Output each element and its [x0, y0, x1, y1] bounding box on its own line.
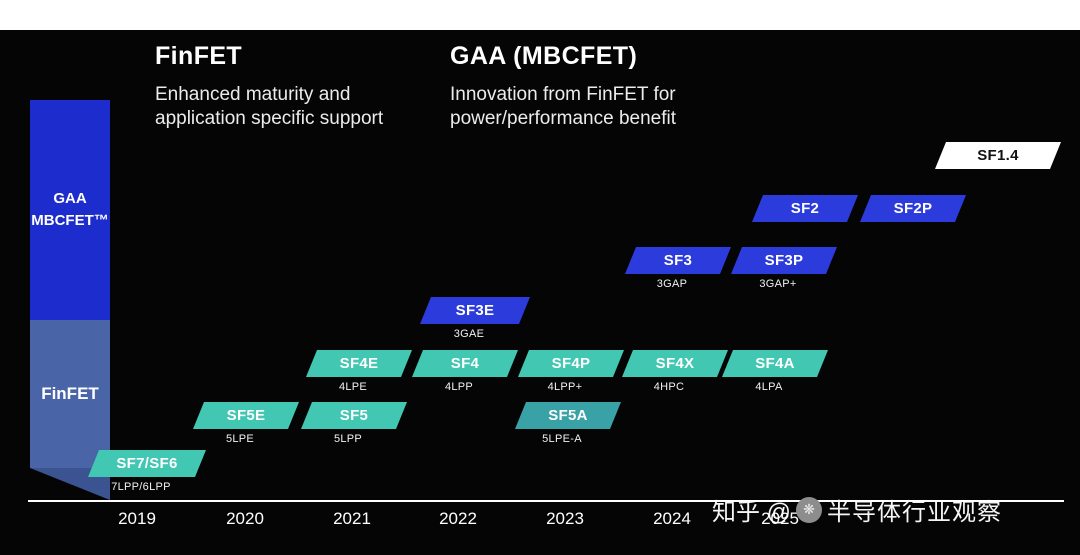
node-sf7-sf6: SF7/SF6 — [88, 450, 206, 477]
gaa-subtitle-line1: Innovation from FinFET for — [450, 84, 676, 105]
node-label-sf5e: SF5E — [226, 407, 266, 424]
node-sublabel-4hpc: 4HPC — [653, 381, 685, 393]
year-label-2022: 2022 — [439, 509, 477, 528]
node-sf2p: SF2P — [860, 195, 966, 222]
gaa-heading-title: GAA (MBCFET) — [450, 42, 638, 70]
sidebar-finfet-label: FinFET — [41, 384, 99, 403]
node-sublabel-3gap: 3GAP — [656, 278, 688, 290]
node-sf3: SF3 — [625, 247, 731, 274]
node-label-sf3: SF3 — [663, 252, 693, 269]
finfet-subtitle-line1: Enhanced maturity and — [155, 84, 351, 105]
watermark-prefix: 知乎 @ — [712, 499, 792, 526]
node-sf4a: SF4A — [722, 350, 828, 377]
node-sf1-4: SF1.4 — [935, 142, 1061, 169]
node-label-sf4a: SF4A — [755, 355, 795, 372]
node-label-sf4: SF4 — [450, 355, 480, 372]
node-sf3e: SF3E — [420, 297, 530, 324]
node-sublabel-5lpe: 5LPE — [225, 433, 255, 445]
sidebar-finfet-box: FinFET — [30, 320, 110, 468]
node-sf5a: SF5A — [515, 402, 621, 429]
node-sublabel-3gae: 3GAE — [453, 328, 485, 340]
year-label-2025: 2025 — [761, 509, 799, 528]
node-label-sf2: SF2 — [790, 200, 820, 217]
sidebar-gaa-label-line1: GAA — [53, 190, 87, 208]
node-label-sf4e: SF4E — [339, 355, 379, 372]
year-label-2019: 2019 — [118, 509, 156, 528]
node-sf4: SF4 — [412, 350, 518, 377]
finfet-subtitle-line2: application specific support — [155, 108, 384, 130]
finfet-heading-title: FinFET — [155, 42, 243, 70]
node-label-sf3p: SF3P — [764, 252, 804, 269]
sidebar-gaa-mbcfet-box: GAA MBCFET™ — [30, 100, 110, 320]
node-sf2: SF2 — [752, 195, 858, 222]
node-sublabel-4lpa: 4LPA — [755, 381, 783, 393]
node-label-sf5a: SF5A — [548, 407, 588, 424]
node-sf4x: SF4X — [622, 350, 728, 377]
node-label-sf3e: SF3E — [455, 302, 495, 319]
year-label-2020: 2020 — [226, 509, 264, 528]
node-label-sf4p: SF4P — [551, 355, 591, 372]
node-label-sf5: SF5 — [339, 407, 369, 424]
node-sublabel-4lpe: 4LPE — [338, 381, 368, 393]
year-label-2023: 2023 — [546, 509, 584, 528]
node-sf5e: SF5E — [193, 402, 299, 429]
finfet-heading-block: FinFET Enhanced maturity and application… — [155, 42, 383, 132]
finfet-heading-subtitle: Enhanced maturity and application specif… — [155, 83, 383, 132]
node-label-sf7-sf6: SF7/SF6 — [116, 455, 178, 472]
node-sublabel-4lpp: 4LPP+ — [547, 381, 583, 393]
node-sublabel-5lpe-a: 5LPE-A — [542, 433, 582, 445]
gaa-heading-block: GAA (MBCFET) Innovation from FinFET for … — [450, 42, 676, 132]
sidebar-gaa-label-line2: MBCFET™ — [31, 212, 109, 229]
node-sf4e: SF4E — [306, 350, 412, 377]
node-label-sf2p: SF2P — [893, 200, 933, 217]
node-sf4p: SF4P — [518, 350, 624, 377]
node-sf3p: SF3P — [731, 247, 837, 274]
node-label-sf4x: SF4X — [655, 355, 695, 372]
node-sublabel-5lpp: 5LPP — [333, 433, 363, 445]
year-label-2021: 2021 — [333, 509, 371, 528]
zhihu-avatar-icon: ❋ — [796, 496, 823, 523]
year-label-2024: 2024 — [653, 509, 691, 528]
gaa-subtitle-line2: power/performance benefit — [450, 108, 677, 130]
watermark: 知乎 @ ❋ 半导体行业观察 — [712, 492, 1002, 527]
watermark-account-name: 半导体行业观察 — [827, 499, 1003, 526]
timeline-axis — [28, 500, 1064, 502]
node-sublabel-4lpp: 4LPP — [444, 381, 474, 393]
node-sublabel-3gap: 3GAP+ — [759, 278, 797, 290]
node-sublabel-7lpp-6lpp: 7LPP/6LPP — [111, 481, 171, 493]
node-sf5: SF5 — [301, 402, 407, 429]
top-white-strip — [0, 0, 1080, 30]
node-label-sf1-4: SF1.4 — [977, 147, 1019, 164]
gaa-heading-subtitle: Innovation from FinFET for power/perform… — [450, 83, 676, 132]
